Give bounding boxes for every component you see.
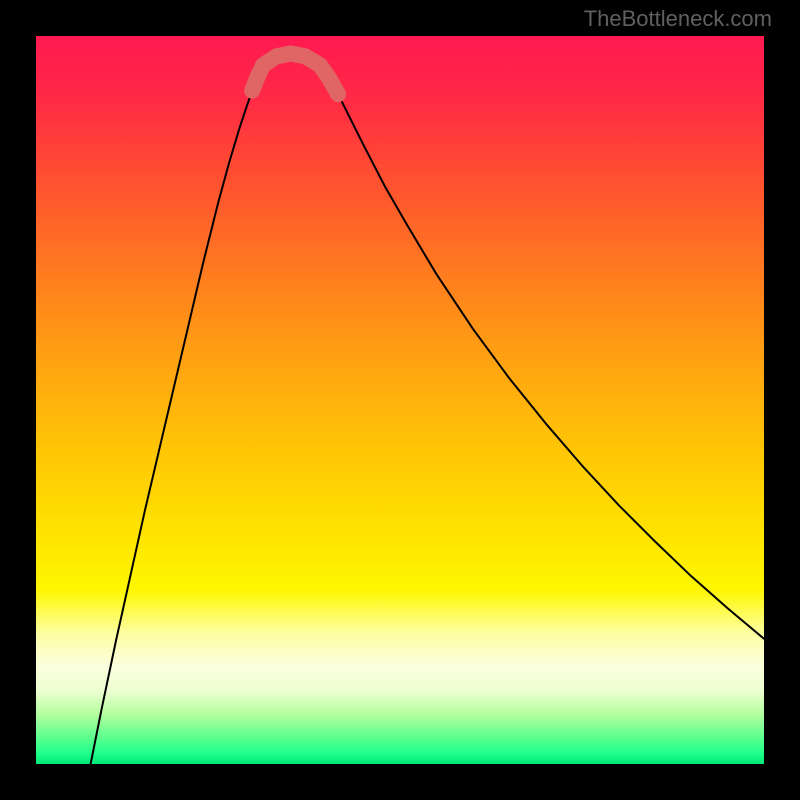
curve-left-branch <box>91 65 264 764</box>
bottleneck-curve-chart <box>36 36 764 764</box>
optimal-range-marker <box>252 53 338 94</box>
plot-area <box>36 36 764 764</box>
curve-right-branch <box>320 65 764 639</box>
watermark-text: TheBottleneck.com <box>584 6 772 32</box>
